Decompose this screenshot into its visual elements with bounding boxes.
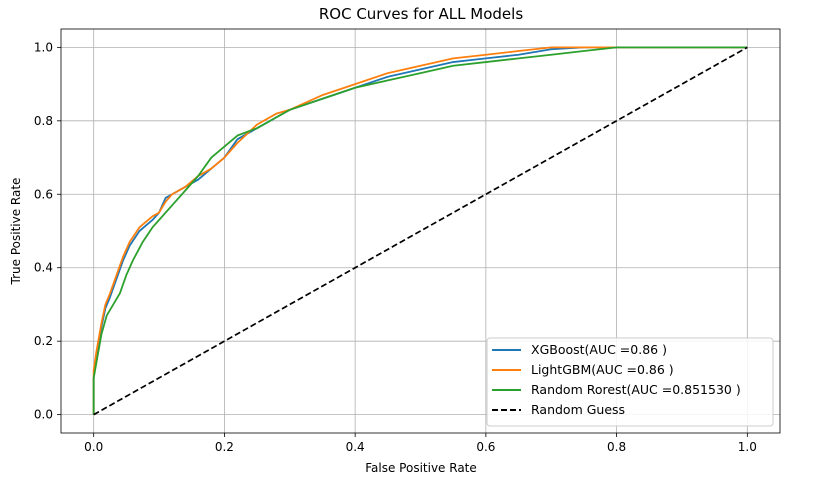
legend-entry-xgboost: XGBoost(AUC =0.86 ) — [492, 342, 667, 357]
y-axis-label: True Positive Rate — [9, 178, 23, 286]
x-tick-label: 0.8 — [607, 440, 626, 454]
series-line-random-rorest — [92, 46, 748, 415]
x-tick-label: 1.0 — [738, 440, 757, 454]
legend-entry-random-forest: Random Rorest(AUC =0.851530 ) — [492, 382, 741, 397]
legend-entry-lightgbm: LightGBM(AUC =0.86 ) — [492, 362, 674, 377]
series-line-xgboost — [92, 46, 748, 415]
legend-entry-random-guess: Random Guess — [492, 402, 625, 417]
y-tick-label: 0.6 — [34, 187, 53, 201]
plot-frame — [60, 28, 781, 434]
y-tick-label: 0.2 — [34, 334, 53, 348]
x-axis-label: False Positive Rate — [365, 461, 477, 475]
series-line-random-guess — [93, 46, 748, 416]
y-tick-label: 0.4 — [34, 261, 53, 275]
legend-label-random-forest: Random Rorest(AUC =0.851530 ) — [531, 382, 741, 397]
legend-box — [486, 337, 774, 427]
chart-title: ROC Curves for ALL Models — [319, 5, 523, 23]
x-tick-label: 0.0 — [84, 440, 103, 454]
y-tick-label: 0.0 — [34, 408, 53, 422]
plot-area — [92, 46, 748, 416]
x-tick-label: 0.2 — [215, 440, 234, 454]
x-tick-label: 0.6 — [476, 440, 495, 454]
y-tick-label: 0.8 — [34, 114, 53, 128]
y-tick-label: 1.0 — [34, 40, 53, 54]
legend-label-xgboost: XGBoost(AUC =0.86 ) — [531, 342, 667, 357]
x-tick-label: 0.4 — [346, 440, 365, 454]
legend: XGBoost(AUC =0.86 ) LightGBM(AUC =0.86 )… — [486, 337, 774, 427]
ticks: 0.0 0.2 0.4 0.6 0.8 1.0 0.0 0.2 0.4 0.6 0.8 1.0 — [34, 40, 757, 454]
legend-label-random-guess: Random Guess — [531, 402, 625, 417]
grid — [61, 29, 780, 433]
legend-label-lightgbm: LightGBM(AUC =0.86 ) — [531, 362, 674, 377]
